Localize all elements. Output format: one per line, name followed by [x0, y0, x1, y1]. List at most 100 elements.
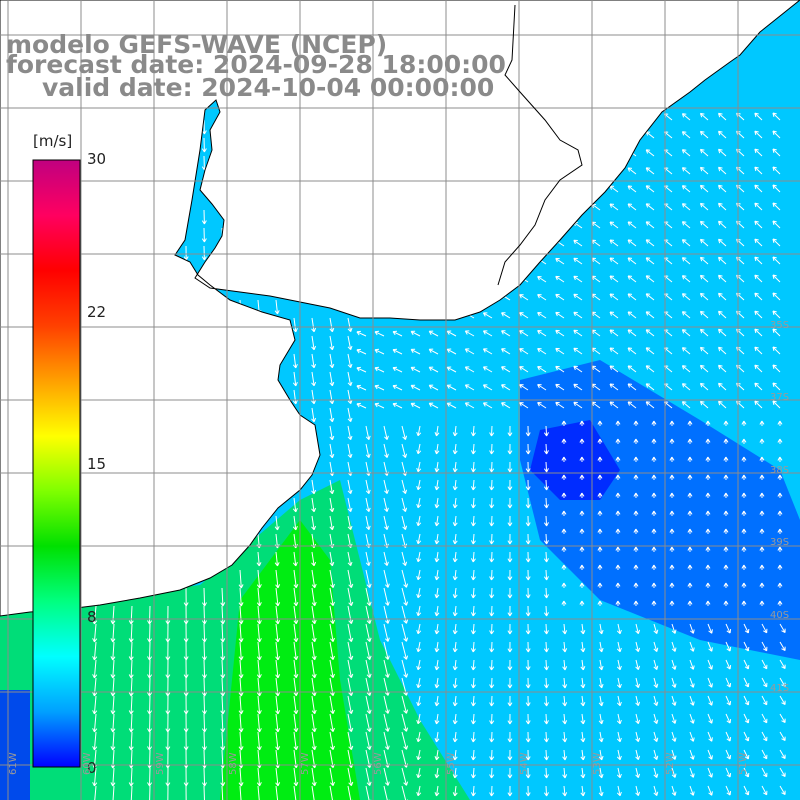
wind-arrow — [671, 623, 677, 634]
wind-arrow — [525, 623, 531, 635]
wind-arrow — [275, 569, 281, 589]
wind-arrow — [434, 551, 440, 563]
wind-arrow — [597, 582, 603, 589]
wind-arrow — [754, 328, 763, 337]
wind-arrow — [329, 479, 335, 495]
wind-arrow — [627, 257, 637, 265]
wind-arrow — [743, 659, 750, 670]
wind-arrow — [416, 551, 422, 563]
wind-arrow — [519, 366, 529, 373]
wind-arrow — [723, 474, 729, 481]
wind-arrow — [239, 785, 242, 800]
wind-arrow — [519, 402, 529, 409]
wind-arrow — [743, 695, 750, 706]
wind-arrow — [292, 371, 298, 387]
wind-arrow — [615, 492, 621, 499]
wind-arrow — [689, 695, 695, 706]
wind-arrow — [635, 749, 641, 761]
wind-arrow — [562, 695, 568, 707]
wind-arrow — [689, 767, 695, 778]
wind-arrow — [311, 731, 317, 751]
wind-arrow — [525, 587, 531, 599]
wind-arrow — [616, 677, 622, 689]
wind-arrow — [401, 569, 409, 588]
wind-arrow — [615, 600, 621, 607]
wind-arrow — [434, 605, 440, 617]
wind-arrow — [311, 623, 317, 643]
wind-arrow — [525, 713, 531, 725]
wind-arrow — [555, 383, 565, 391]
wind-arrow — [651, 474, 657, 481]
wind-arrow — [579, 600, 585, 607]
wind-arrow — [383, 443, 389, 458]
wind-arrow — [274, 299, 280, 315]
wind-arrow — [507, 497, 513, 509]
wind-arrow — [275, 731, 281, 751]
wind-arrow — [434, 749, 440, 761]
wind-arrow — [416, 515, 422, 527]
wind-arrow — [777, 492, 783, 499]
wind-arrow — [616, 641, 622, 653]
wind-arrow — [519, 348, 529, 355]
wind-arrow — [651, 564, 657, 571]
wind-arrow — [329, 605, 335, 625]
wind-arrow — [410, 348, 421, 355]
wind-arrow — [779, 785, 786, 796]
wind-arrow — [147, 767, 153, 787]
wind-arrow — [779, 767, 786, 778]
wind-arrow — [743, 677, 750, 688]
wind-arrow — [401, 623, 409, 642]
wind-arrow — [543, 497, 549, 509]
wind-arrow — [275, 641, 281, 661]
wind-arrow — [507, 767, 513, 779]
wind-arrow — [543, 767, 549, 779]
wind-arrow — [383, 551, 389, 566]
wind-arrow — [761, 677, 768, 688]
wind-arrow — [645, 365, 655, 373]
wind-arrow — [329, 767, 335, 787]
wind-arrow — [507, 515, 513, 527]
wind-arrow — [464, 330, 475, 337]
colorbar-tick-0: 0 — [87, 759, 97, 777]
wind-arrow — [562, 785, 568, 797]
wind-arrow — [718, 400, 727, 409]
wind-arrow — [329, 371, 335, 387]
wind-arrow — [597, 564, 603, 571]
wind-arrow — [579, 582, 585, 589]
wind-arrow — [754, 148, 763, 157]
wind-arrow — [669, 510, 675, 517]
wind-arrow — [356, 402, 367, 409]
wind-arrow — [489, 731, 495, 743]
wind-arrow — [671, 731, 677, 742]
wind-arrow — [705, 528, 711, 535]
wind-arrow — [256, 695, 262, 715]
wind-arrow — [92, 767, 98, 787]
wind-arrow — [434, 731, 440, 743]
wind-arrow — [707, 659, 713, 670]
wind-arrow — [699, 310, 709, 319]
wind-arrow — [699, 148, 709, 157]
wind-arrow — [754, 202, 763, 211]
wind-arrow — [561, 420, 567, 427]
wind-arrow — [723, 456, 729, 463]
wind-arrow — [329, 515, 335, 531]
wind-arrow — [689, 713, 695, 724]
wind-arrow — [147, 623, 153, 643]
wind-arrow — [183, 623, 189, 643]
wind-arrow — [256, 551, 262, 567]
wind-arrow — [705, 600, 711, 607]
wind-arrow — [699, 112, 709, 121]
wind-arrow — [110, 767, 116, 787]
wind-vectors — [92, 112, 786, 800]
wind-arrow — [311, 695, 317, 715]
wind-arrow — [347, 353, 353, 369]
wind-arrow — [616, 659, 622, 671]
wind-arrow — [452, 749, 458, 761]
wind-arrow — [525, 425, 531, 437]
wind-arrow — [543, 605, 549, 617]
wind-arrow — [434, 713, 440, 725]
wind-arrow — [329, 497, 335, 513]
wind-arrow — [507, 785, 513, 797]
wind-arrow — [707, 749, 713, 760]
wind-arrow — [772, 166, 781, 175]
